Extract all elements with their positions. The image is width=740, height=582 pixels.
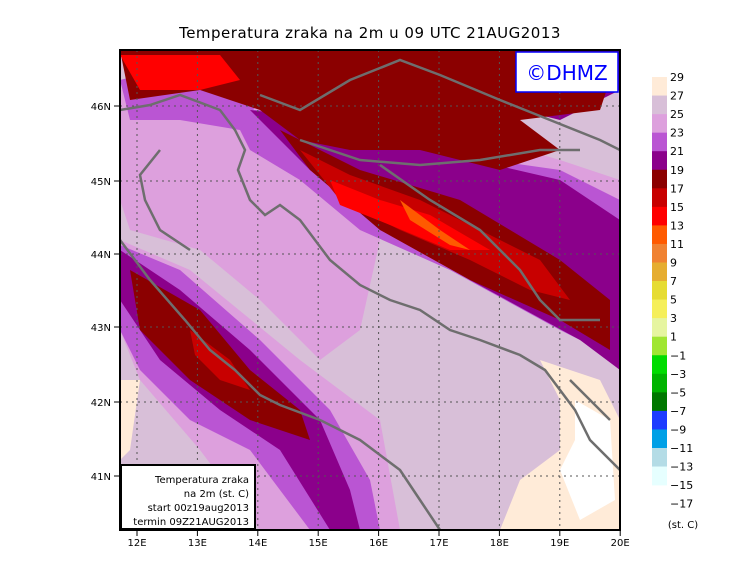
legend-swatch	[652, 132, 667, 152]
legend-swatch	[652, 206, 667, 226]
legend-swatch	[652, 318, 667, 337]
legend-label: 25	[670, 108, 684, 121]
legend-swatch	[652, 448, 667, 467]
lon-label: 16E	[369, 538, 388, 549]
lon-label: 17E	[429, 538, 448, 549]
legend-label: −11	[670, 442, 693, 455]
legend-swatch	[652, 77, 667, 96]
legend-label: −7	[670, 405, 686, 418]
legend-label: −17	[670, 498, 693, 511]
legend-swatch	[652, 373, 667, 393]
color-legend: 29 27 25 23 21 19 17 15 13 11 9 7 5 3 1 −1 −3 −5 −7 −9 −11 −1…	[652, 71, 693, 511]
legend-label: −5	[670, 386, 686, 399]
legend-swatch	[652, 225, 667, 245]
legend-swatch	[652, 188, 667, 208]
legend-swatch	[652, 466, 667, 486]
legend-label: 13	[670, 219, 684, 232]
lat-label: 41N	[91, 472, 111, 483]
legend-label: 29	[670, 71, 684, 84]
lat-label: 43N	[91, 323, 111, 334]
legend-label: 19	[670, 164, 684, 177]
lon-label: 19E	[550, 538, 569, 549]
graticule	[120, 50, 620, 530]
legend-swatch	[652, 336, 667, 356]
lon-label: 15E	[309, 538, 328, 549]
dhmz-logo-box	[515, 51, 619, 93]
legend-label: 7	[670, 275, 677, 288]
legend-swatch	[652, 262, 667, 282]
legend-label: 23	[670, 127, 684, 140]
legend-label: −15	[670, 479, 693, 492]
legend-label: 3	[670, 312, 677, 325]
info-line-3: start 00z19aug2013	[148, 503, 249, 514]
legend-label: 1	[670, 331, 677, 344]
lon-label: 14E	[248, 538, 267, 549]
map-frame	[119, 49, 621, 531]
legend-label: 5	[670, 294, 677, 307]
legend-swatch	[652, 299, 667, 319]
axis-labels: 46N 45N 44N 43N 42N 41N 12E 13E 14E 15E 16E 17E 18E 1…	[91, 102, 630, 549]
info-box	[120, 464, 256, 530]
legend-label: 27	[670, 90, 684, 103]
legend-swatch	[652, 392, 667, 412]
info-line-2: na 2m (st. C)	[184, 489, 249, 500]
legend-swatch	[652, 151, 667, 171]
legend-label: 17	[670, 182, 684, 195]
map-title: Temperatura zraka na 2m u 09 UTC 21AUG20…	[179, 24, 561, 42]
coastlines	[120, 58, 620, 530]
info-line-1: Temperatura zraka	[154, 475, 249, 486]
lat-label: 44N	[91, 250, 111, 261]
legend-label: −3	[670, 368, 686, 381]
lat-label: 45N	[91, 177, 111, 188]
lon-label: 20E	[611, 538, 630, 549]
legend-swatch	[652, 281, 667, 300]
legend-label: 11	[670, 238, 684, 251]
legend-swatch	[652, 355, 667, 375]
lon-label: 18E	[490, 538, 509, 549]
legend-swatch	[652, 243, 667, 263]
legend-label: −9	[670, 423, 686, 436]
info-line-4: termin 09Z21AUG2013	[133, 517, 249, 528]
legend-swatch	[652, 169, 667, 189]
lat-label: 46N	[91, 102, 111, 113]
legend-label: −1	[670, 349, 686, 362]
legend-label: 15	[670, 201, 684, 214]
lat-label: 42N	[91, 398, 111, 409]
lon-label: 13E	[188, 538, 207, 549]
legend-swatch	[652, 429, 667, 449]
legend-label: 9	[670, 257, 677, 270]
dhmz-logo: ©DHMZ	[526, 61, 607, 85]
legend-label: −13	[670, 461, 693, 474]
legend-swatch	[652, 114, 667, 133]
legend-swatch	[652, 410, 667, 430]
lon-label: 12E	[127, 538, 146, 549]
legend-label: 21	[670, 145, 684, 158]
legend-unit: (st. C)	[668, 520, 698, 531]
legend-swatch	[652, 95, 667, 115]
